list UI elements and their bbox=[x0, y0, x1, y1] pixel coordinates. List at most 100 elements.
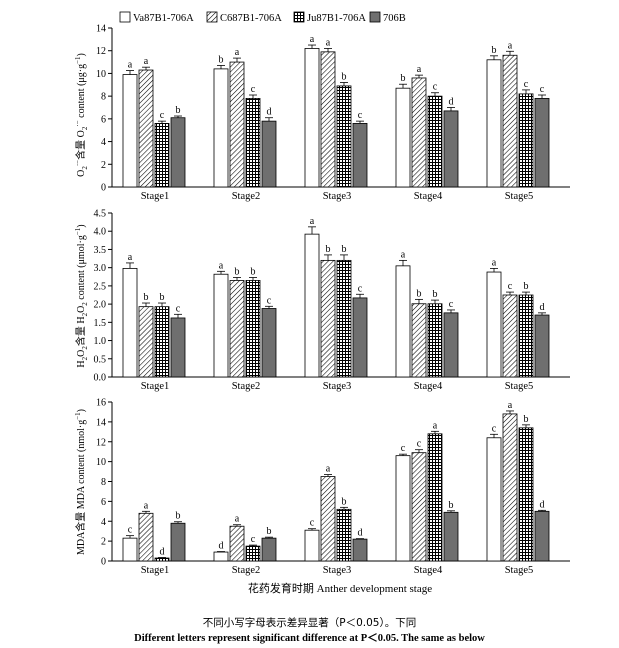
significance-letter: a bbox=[492, 257, 497, 268]
legend-item: 706B bbox=[369, 11, 406, 24]
significance-letter: a bbox=[235, 47, 240, 58]
bar bbox=[443, 110, 459, 188]
significance-letter: b bbox=[342, 496, 347, 507]
significance-letter: d bbox=[160, 547, 165, 558]
bar bbox=[352, 123, 368, 188]
y-tick-label: 12 bbox=[96, 437, 106, 448]
y-tick-label: 14 bbox=[96, 24, 106, 35]
bar bbox=[304, 233, 320, 378]
y-tick-label: 2 bbox=[101, 537, 106, 548]
bar bbox=[411, 452, 427, 562]
significance-letter: b bbox=[492, 45, 497, 56]
significance-letter: a bbox=[326, 464, 331, 475]
x-tick-label: Stage3 bbox=[323, 191, 352, 202]
significance-letter: a bbox=[433, 420, 438, 431]
x-tick-label: Stage2 bbox=[232, 565, 261, 576]
bar bbox=[502, 294, 518, 378]
x-tick-label: Stage4 bbox=[414, 191, 443, 202]
significance-letter: c bbox=[433, 82, 438, 93]
bar bbox=[320, 476, 336, 562]
y-tick-label: 10 bbox=[96, 457, 106, 468]
significance-letter: b bbox=[219, 54, 224, 65]
y-tick-label: 6 bbox=[101, 114, 106, 125]
legend: Va87B1-706A C687B1-706A Ju87B1-706A 706B bbox=[119, 11, 406, 24]
x-axis-title: 花药发育时期 Anther development stage bbox=[248, 581, 432, 595]
y-tick-label: 3.0 bbox=[94, 263, 107, 274]
significance-letter: d bbox=[219, 541, 224, 552]
y-tick-label: 12 bbox=[96, 46, 106, 57]
bar bbox=[170, 117, 186, 188]
x-tick-label: Stage5 bbox=[505, 565, 534, 576]
significance-letter: b bbox=[342, 72, 347, 83]
bar bbox=[336, 259, 352, 378]
significance-letter: b bbox=[524, 281, 529, 292]
significance-letter: a bbox=[401, 249, 406, 260]
significance-letter: b bbox=[251, 267, 256, 278]
y-tick-label: 2.0 bbox=[94, 300, 107, 311]
bar bbox=[486, 437, 502, 562]
bar bbox=[138, 306, 154, 378]
legend-swatch bbox=[293, 11, 305, 23]
y-tick-label: 14 bbox=[96, 417, 106, 428]
significance-letter: b bbox=[449, 500, 454, 511]
y-tick-label: 8 bbox=[101, 92, 106, 103]
y-tick-label: 4 bbox=[101, 137, 106, 148]
legend-label: 706B bbox=[383, 13, 406, 24]
significance-letter: d bbox=[358, 528, 363, 539]
bar bbox=[122, 267, 138, 378]
bar bbox=[261, 308, 277, 378]
y-tick-label: 6 bbox=[101, 497, 106, 508]
chart-panel: 0 2 4 6 8 10 12 14 Stage1 Stage2 Stage3 Stage4 Stage… bbox=[74, 24, 570, 202]
chart-panels: 0 2 4 6 8 10 12 14 Stage1 Stage2 Stage3 Stage4 Stage… bbox=[74, 24, 570, 576]
bar bbox=[138, 512, 154, 562]
legend-label: C687B1-706A bbox=[220, 13, 282, 24]
y-tick-label: 3.5 bbox=[94, 245, 107, 256]
caption-chinese: 不同小写字母表示差异显著（P＜0.05）。下同 bbox=[202, 617, 417, 629]
significance-letter: b bbox=[524, 414, 529, 425]
y-tick-label: 0.0 bbox=[94, 373, 107, 384]
bar bbox=[229, 61, 245, 188]
bar bbox=[395, 87, 411, 188]
significance-letter: c bbox=[267, 295, 272, 306]
legend-swatch bbox=[369, 11, 381, 23]
bar bbox=[502, 54, 518, 188]
bar bbox=[170, 317, 186, 378]
y-axis-title: MDA含量 MDA content (nmol·g−1) bbox=[74, 409, 87, 555]
caption-english: Different letters represent significant … bbox=[134, 633, 485, 644]
significance-letter: d bbox=[540, 499, 545, 510]
y-axis-title: O2·−含量 O2·− content (μg·g−1) bbox=[74, 53, 89, 177]
bar bbox=[229, 525, 245, 562]
significance-letter: c bbox=[417, 439, 422, 450]
significance-letter: c bbox=[160, 110, 165, 121]
significance-letter: a bbox=[508, 400, 513, 411]
x-tick-label: Stage5 bbox=[505, 191, 534, 202]
significance-letter: b bbox=[401, 73, 406, 84]
significance-letter: a bbox=[326, 37, 331, 48]
bar bbox=[427, 433, 443, 562]
bar bbox=[261, 120, 277, 188]
significance-letter: c bbox=[401, 443, 406, 454]
x-tick-label: Stage1 bbox=[141, 191, 170, 202]
significance-letter: c bbox=[508, 281, 513, 292]
bar bbox=[154, 557, 170, 562]
bar bbox=[534, 314, 550, 378]
significance-letter: c bbox=[358, 110, 363, 121]
bar bbox=[154, 123, 170, 188]
y-tick-label: 4.0 bbox=[94, 227, 107, 238]
bar bbox=[261, 537, 277, 562]
significance-letter: c bbox=[540, 84, 545, 95]
bar bbox=[336, 85, 352, 188]
y-tick-label: 4 bbox=[101, 517, 106, 528]
y-axis-title: H2O2含量 H2O2 content (μmol·g−1) bbox=[74, 224, 89, 367]
y-tick-label: 0 bbox=[101, 557, 106, 568]
y-tick-label: 16 bbox=[96, 398, 106, 409]
significance-letter: a bbox=[219, 260, 224, 271]
x-tick-label: Stage4 bbox=[414, 381, 443, 392]
bar bbox=[427, 303, 443, 378]
significance-letter: c bbox=[449, 299, 454, 310]
bar bbox=[486, 59, 502, 188]
significance-letter: a bbox=[128, 60, 133, 71]
bar bbox=[304, 48, 320, 188]
legend-item: C687B1-706A bbox=[206, 11, 282, 24]
